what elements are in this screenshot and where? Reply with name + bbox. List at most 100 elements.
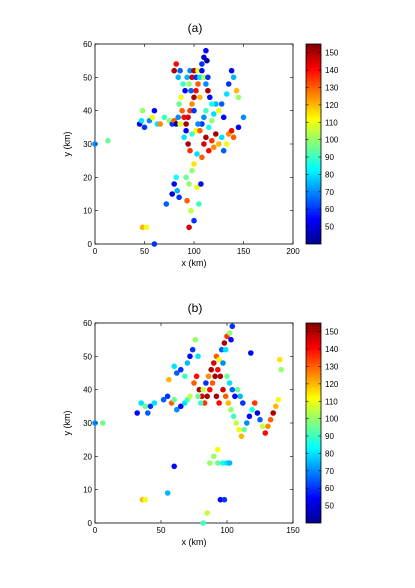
data-point	[218, 101, 225, 107]
panel-a-colorbar-ticks: 50 60 70 80 90 100 110 120 130 140 150	[306, 49, 339, 232]
data-point	[141, 124, 148, 131]
data-point	[174, 187, 180, 194]
data-point	[220, 147, 227, 154]
data-point	[217, 373, 224, 380]
data-point	[196, 386, 203, 393]
data-point	[186, 224, 192, 231]
data-point	[204, 510, 210, 516]
data-point	[216, 400, 222, 406]
data-point	[193, 127, 199, 134]
data-point	[228, 127, 235, 134]
data-point	[221, 340, 228, 346]
data-point	[193, 74, 199, 81]
data-point	[201, 400, 208, 406]
data-point	[185, 114, 191, 121]
colorbar-tick-label: 110	[325, 118, 338, 127]
data-point	[205, 373, 212, 380]
data-point	[151, 107, 158, 114]
data-point	[191, 94, 197, 101]
scatter-panel-b: (b) 0 50 100 150 0 10 20 30 40 50 60 x (km) y (km…	[62, 301, 339, 547]
data-point	[216, 107, 222, 114]
panel-b-x-label: x (km)	[182, 537, 207, 547]
data-point	[262, 430, 269, 436]
y-tick-label: 30	[83, 140, 92, 149]
panel-a-axes	[94, 43, 294, 245]
data-point	[169, 191, 175, 197]
data-point	[195, 393, 201, 400]
data-point	[187, 353, 193, 360]
data-point	[164, 490, 171, 496]
data-point	[249, 406, 255, 413]
data-point	[257, 416, 263, 423]
data-point	[175, 114, 181, 121]
data-point	[205, 87, 211, 94]
data-point	[277, 356, 283, 363]
data-point	[186, 81, 192, 87]
data-point	[177, 67, 183, 74]
colorbar-tick-label: 50	[325, 502, 334, 511]
colorbar-tick-label: 90	[325, 432, 334, 441]
data-point	[199, 67, 205, 74]
y-tick-label: 40	[83, 386, 92, 395]
data-point	[213, 393, 220, 400]
x-tick-label: 150	[237, 247, 251, 256]
data-point	[215, 460, 221, 466]
y-tick-label: 50	[83, 73, 92, 82]
data-point	[195, 353, 201, 360]
data-point	[204, 393, 210, 400]
data-point	[183, 121, 189, 127]
colorbar-tick-label: 100	[325, 136, 339, 145]
data-point	[209, 137, 215, 144]
data-point	[244, 420, 250, 426]
data-point	[220, 460, 226, 466]
panel-a-x-label: x (km)	[182, 258, 207, 268]
data-point	[235, 124, 242, 131]
data-point	[228, 406, 234, 413]
data-point	[142, 496, 148, 503]
data-point	[229, 323, 236, 330]
data-point	[226, 380, 233, 386]
data-point	[139, 107, 146, 114]
data-point	[224, 373, 230, 380]
data-point	[218, 346, 225, 353]
data-point	[259, 423, 266, 430]
data-point	[203, 134, 209, 141]
data-point	[200, 520, 206, 526]
data-point	[197, 74, 203, 81]
data-point	[267, 416, 274, 423]
data-point	[151, 241, 158, 247]
data-point	[225, 400, 232, 406]
data-point	[151, 400, 158, 406]
panel-b-x-ticks: 0 50 100 150	[93, 323, 300, 535]
data-point	[228, 336, 234, 343]
data-point	[211, 144, 217, 151]
data-point	[180, 81, 186, 87]
data-point	[205, 74, 211, 81]
x-tick-label: 50	[157, 526, 166, 535]
data-point	[189, 101, 195, 107]
data-point	[201, 74, 207, 81]
data-point	[195, 121, 201, 127]
y-tick-label: 10	[83, 486, 92, 495]
x-tick-label: 150	[286, 526, 300, 535]
data-point	[233, 87, 240, 94]
colorbar-tick-label: 120	[325, 380, 339, 389]
data-point	[254, 410, 261, 416]
colorbar-tick-label: 70	[325, 467, 334, 476]
data-point	[191, 217, 197, 224]
data-point	[218, 134, 225, 141]
colorbar-tick-label: 90	[325, 153, 334, 162]
data-point	[197, 94, 203, 101]
data-point	[149, 114, 156, 121]
data-point	[204, 57, 210, 64]
data-point	[200, 386, 206, 393]
data-point	[203, 47, 209, 54]
data-point	[223, 141, 230, 147]
y-tick-label: 0	[88, 519, 93, 528]
data-point	[183, 127, 189, 134]
data-point	[208, 366, 214, 373]
data-point	[105, 137, 111, 144]
data-point	[209, 101, 215, 107]
data-point	[179, 107, 185, 114]
